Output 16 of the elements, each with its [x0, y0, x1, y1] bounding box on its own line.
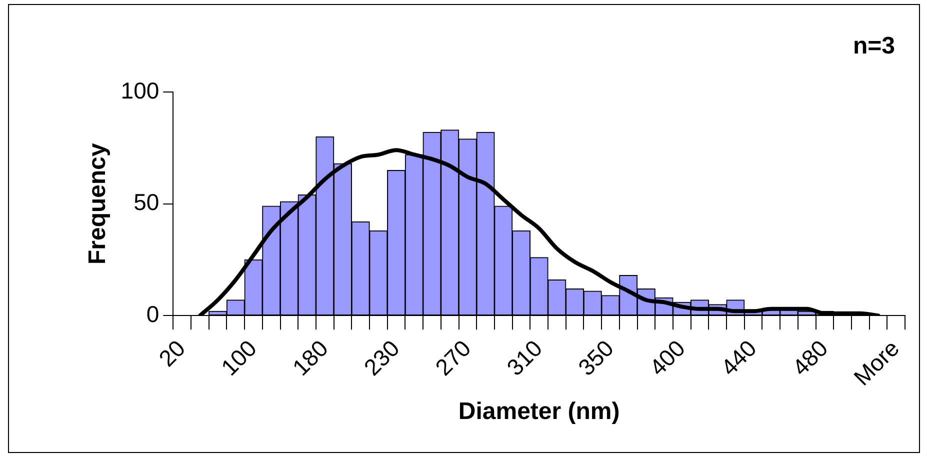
- x-tick-label: 100: [216, 335, 262, 381]
- x-tick-label: 440: [716, 335, 762, 381]
- y-tick-label: 100: [120, 77, 160, 104]
- x-tick-label: 310: [502, 335, 548, 381]
- x-tick-label: 20: [154, 335, 190, 372]
- y-tick-label: 50: [134, 189, 160, 216]
- y-tick-label: 0: [146, 300, 160, 327]
- x-tick-label: 180: [287, 335, 333, 381]
- x-tick-label: 400: [644, 335, 690, 381]
- y-axis-title: Frequency: [84, 142, 112, 265]
- text: n=3: [852, 32, 895, 60]
- x-tick-label: 270: [430, 335, 476, 381]
- x-tick-label: 480: [787, 335, 833, 381]
- x-axis-title: Diameter (nm): [458, 398, 620, 426]
- x-tick-label: 230: [358, 335, 404, 381]
- x-tick-label: 350: [572, 335, 619, 381]
